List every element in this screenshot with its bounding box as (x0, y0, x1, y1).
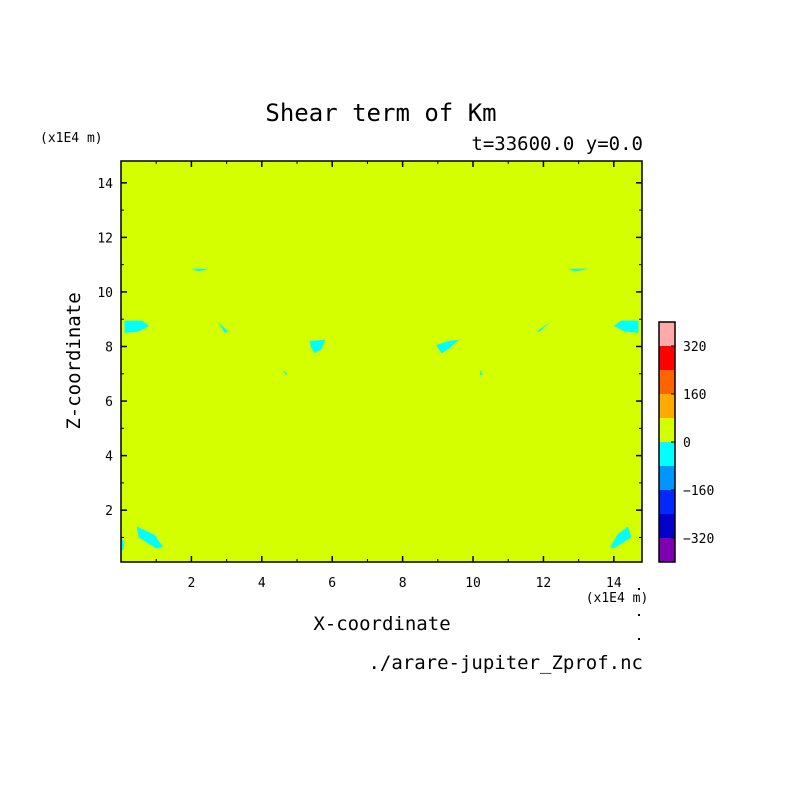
x-axis-unit: (x1E4 m) (586, 591, 649, 606)
chart-title: Shear term of Km (265, 99, 496, 127)
colorbar-swatch (659, 370, 675, 394)
source-filename: ./arare-jupiter_Zprof.nc (368, 652, 643, 674)
x-tick-label: 2 (187, 576, 195, 591)
contour-region (613, 320, 639, 333)
colorbar-swatch (659, 538, 675, 562)
colorbar-swatch (659, 466, 675, 490)
colorbar-label: 0 (683, 436, 691, 451)
y-tick-label: 2 (105, 504, 113, 519)
contour-region (124, 320, 150, 333)
contour-region (436, 339, 459, 354)
corner-mark (638, 614, 640, 616)
y-tick-label: 8 (105, 340, 113, 355)
x-tick-label: 6 (328, 576, 336, 591)
y-axis-unit: (x1E4 m) (40, 131, 103, 146)
colorbar-swatch (659, 442, 675, 466)
colorbar-label: 320 (683, 340, 706, 355)
y-tick-label: 10 (97, 286, 113, 301)
corner-mark (638, 588, 640, 590)
contour-region (480, 369, 483, 376)
plot-frame (120, 160, 643, 563)
colorbar-swatch (659, 514, 675, 538)
contour-regions (121, 268, 639, 550)
contour-region (217, 321, 229, 333)
y-tick-label: 4 (105, 450, 113, 465)
colorbar-swatch (659, 490, 675, 514)
colorbar-label: 160 (683, 388, 706, 403)
y-tick-label: 14 (97, 177, 113, 192)
contour-region (536, 321, 551, 332)
x-tick-label: 14 (606, 576, 622, 591)
y-tick-label: 6 (105, 395, 113, 410)
corner-mark (638, 638, 640, 640)
contour-region (282, 369, 288, 376)
colorbar-label: −320 (683, 532, 714, 547)
contour-region (568, 268, 590, 272)
y-axis-label: Z-coordinate (63, 292, 85, 429)
chart-subtitle: t=33600.0 y=0.0 (471, 133, 643, 155)
y-tick-label: 12 (97, 231, 113, 246)
plot-background (121, 161, 642, 562)
corner-marks (638, 588, 640, 640)
contour-region (191, 268, 209, 272)
x-tick-label: 8 (399, 576, 407, 591)
colorbar-label: −160 (683, 484, 714, 499)
plot-area (120, 160, 643, 563)
x-tick-label: 10 (465, 576, 481, 591)
colorbar-swatch (659, 322, 675, 346)
x-tick-label: 12 (536, 576, 552, 591)
y-axis-ticks: 2 4 6 8 10 12 14 (97, 177, 642, 538)
colorbar-swatch (659, 346, 675, 370)
colorbar-swatch (659, 418, 675, 442)
contour-region (610, 526, 632, 549)
x-axis-ticks: 2 4 6 8 10 12 14 (155, 161, 622, 591)
contour-region (136, 526, 164, 549)
colorbar-swatch (659, 394, 675, 418)
x-axis-label: X-coordinate (313, 613, 450, 635)
x-tick-label: 4 (258, 576, 266, 591)
colorbar: 320 160 0 −160 −320 (658, 321, 714, 563)
contour-region (309, 339, 326, 354)
